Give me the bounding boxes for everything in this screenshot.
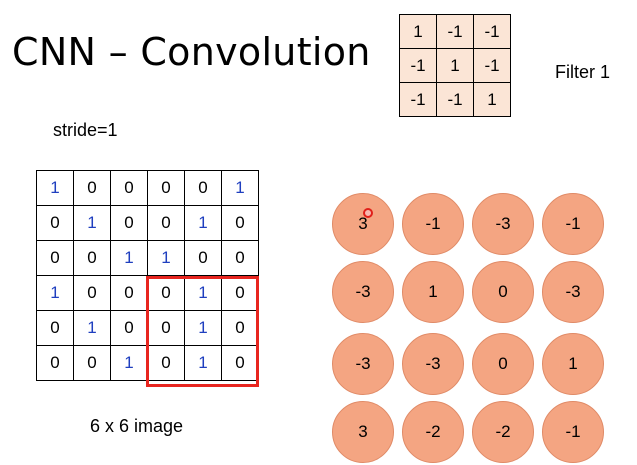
feature-map-value: -2 [425, 422, 441, 441]
image-cell: 1 [36, 275, 74, 311]
feature-map-value: -1 [565, 422, 581, 441]
filter-label: Filter 1 [555, 62, 611, 82]
image-cell: 1 [36, 170, 74, 206]
image-cell: 0 [110, 205, 148, 241]
image-cell: 0 [221, 205, 259, 241]
feature-map-cell: -3 [542, 261, 604, 323]
feature-map-cell: -3 [332, 261, 394, 323]
filter-cell: -1 [436, 82, 474, 117]
image-cell: 0 [147, 275, 185, 311]
image-cell: 0 [221, 240, 259, 276]
feature-map: 3 -1 -3 -1 -3 1 0 -3 -3 -3 0 1 3 -2 -2 -… [332, 193, 604, 463]
image-cell: 1 [110, 345, 148, 381]
cursor-dot-icon [363, 208, 373, 218]
feature-map-cell: 1 [402, 261, 464, 323]
feature-map-cell: -1 [542, 401, 604, 463]
image-cell: 0 [221, 275, 259, 311]
feature-map-cell: -1 [542, 193, 604, 255]
image-cell: 0 [36, 310, 74, 346]
feature-map-value: -2 [495, 422, 511, 441]
image-cell: 0 [110, 310, 148, 346]
image-cell: 0 [110, 170, 148, 206]
image-cell: 0 [147, 310, 185, 346]
image-cell: 1 [73, 310, 111, 346]
feature-map-value: 0 [498, 354, 508, 373]
feature-map-cell: 0 [472, 333, 534, 395]
feature-map-cell: -1 [402, 193, 464, 255]
image-cell: 0 [147, 170, 185, 206]
feature-map-cell: -3 [402, 333, 464, 395]
image-cell: 0 [147, 205, 185, 241]
image-cell: 1 [147, 240, 185, 276]
slide-title: CNN – Convolution [12, 30, 371, 74]
feature-map-value: -3 [425, 354, 441, 373]
feature-map-cell: 3 [332, 401, 394, 463]
feature-map-value: -1 [425, 214, 441, 233]
feature-map-value: -1 [565, 214, 581, 233]
image-cell: 0 [184, 170, 222, 206]
stride-label: stride=1 [53, 120, 118, 140]
filter-cell: -1 [436, 14, 474, 49]
feature-map-value: -3 [355, 282, 371, 301]
image-cell: 1 [221, 170, 259, 206]
filter-cell: -1 [473, 14, 511, 49]
image-cell: 0 [147, 345, 185, 381]
image-cell: 0 [184, 240, 222, 276]
feature-map-cell: 0 [472, 261, 534, 323]
filter-cell: 1 [473, 82, 511, 117]
feature-map-value: 1 [428, 282, 438, 301]
image-cell: 1 [184, 310, 222, 346]
image-cell: 0 [73, 345, 111, 381]
feature-map-value: 3 [358, 422, 368, 441]
feature-map-cell: 1 [542, 333, 604, 395]
feature-map-cell: -3 [472, 193, 534, 255]
image-cell: 1 [184, 275, 222, 311]
image-cell: 0 [73, 240, 111, 276]
feature-map-value: -3 [565, 282, 581, 301]
feature-map-value: -3 [495, 214, 511, 233]
filter-cell: 1 [436, 48, 474, 83]
feature-map-value: 0 [498, 282, 508, 301]
image-cell: 0 [73, 275, 111, 311]
feature-map-cell: -3 [332, 333, 394, 395]
filter-cell: -1 [399, 48, 437, 83]
image-cell: 1 [110, 240, 148, 276]
image-cell: 1 [184, 205, 222, 241]
filter-cell: -1 [473, 48, 511, 83]
filter-matrix: 1 -1 -1 -1 1 -1 -1 -1 1 [399, 14, 511, 117]
feature-map-value: 3 [358, 214, 368, 233]
image-cell: 1 [184, 345, 222, 381]
feature-map-cell: 3 [332, 193, 394, 255]
feature-map-value: -3 [355, 354, 371, 373]
image-cell: 0 [221, 310, 259, 346]
filter-cell: 1 [399, 14, 437, 49]
image-cell: 0 [73, 170, 111, 206]
feature-map-cell: -2 [402, 401, 464, 463]
input-image-matrix: 1 0 0 0 0 1 0 1 0 0 1 0 0 0 1 1 0 0 1 0 … [36, 170, 259, 381]
image-cell: 1 [73, 205, 111, 241]
feature-map-cell: -2 [472, 401, 534, 463]
image-cell: 0 [110, 275, 148, 311]
image-cell: 0 [36, 240, 74, 276]
filter-cell: -1 [399, 82, 437, 117]
image-cell: 0 [221, 345, 259, 381]
image-label: 6 x 6 image [90, 416, 184, 436]
image-cell: 0 [36, 205, 74, 241]
feature-map-value: 1 [568, 354, 578, 373]
image-cell: 0 [36, 345, 74, 381]
